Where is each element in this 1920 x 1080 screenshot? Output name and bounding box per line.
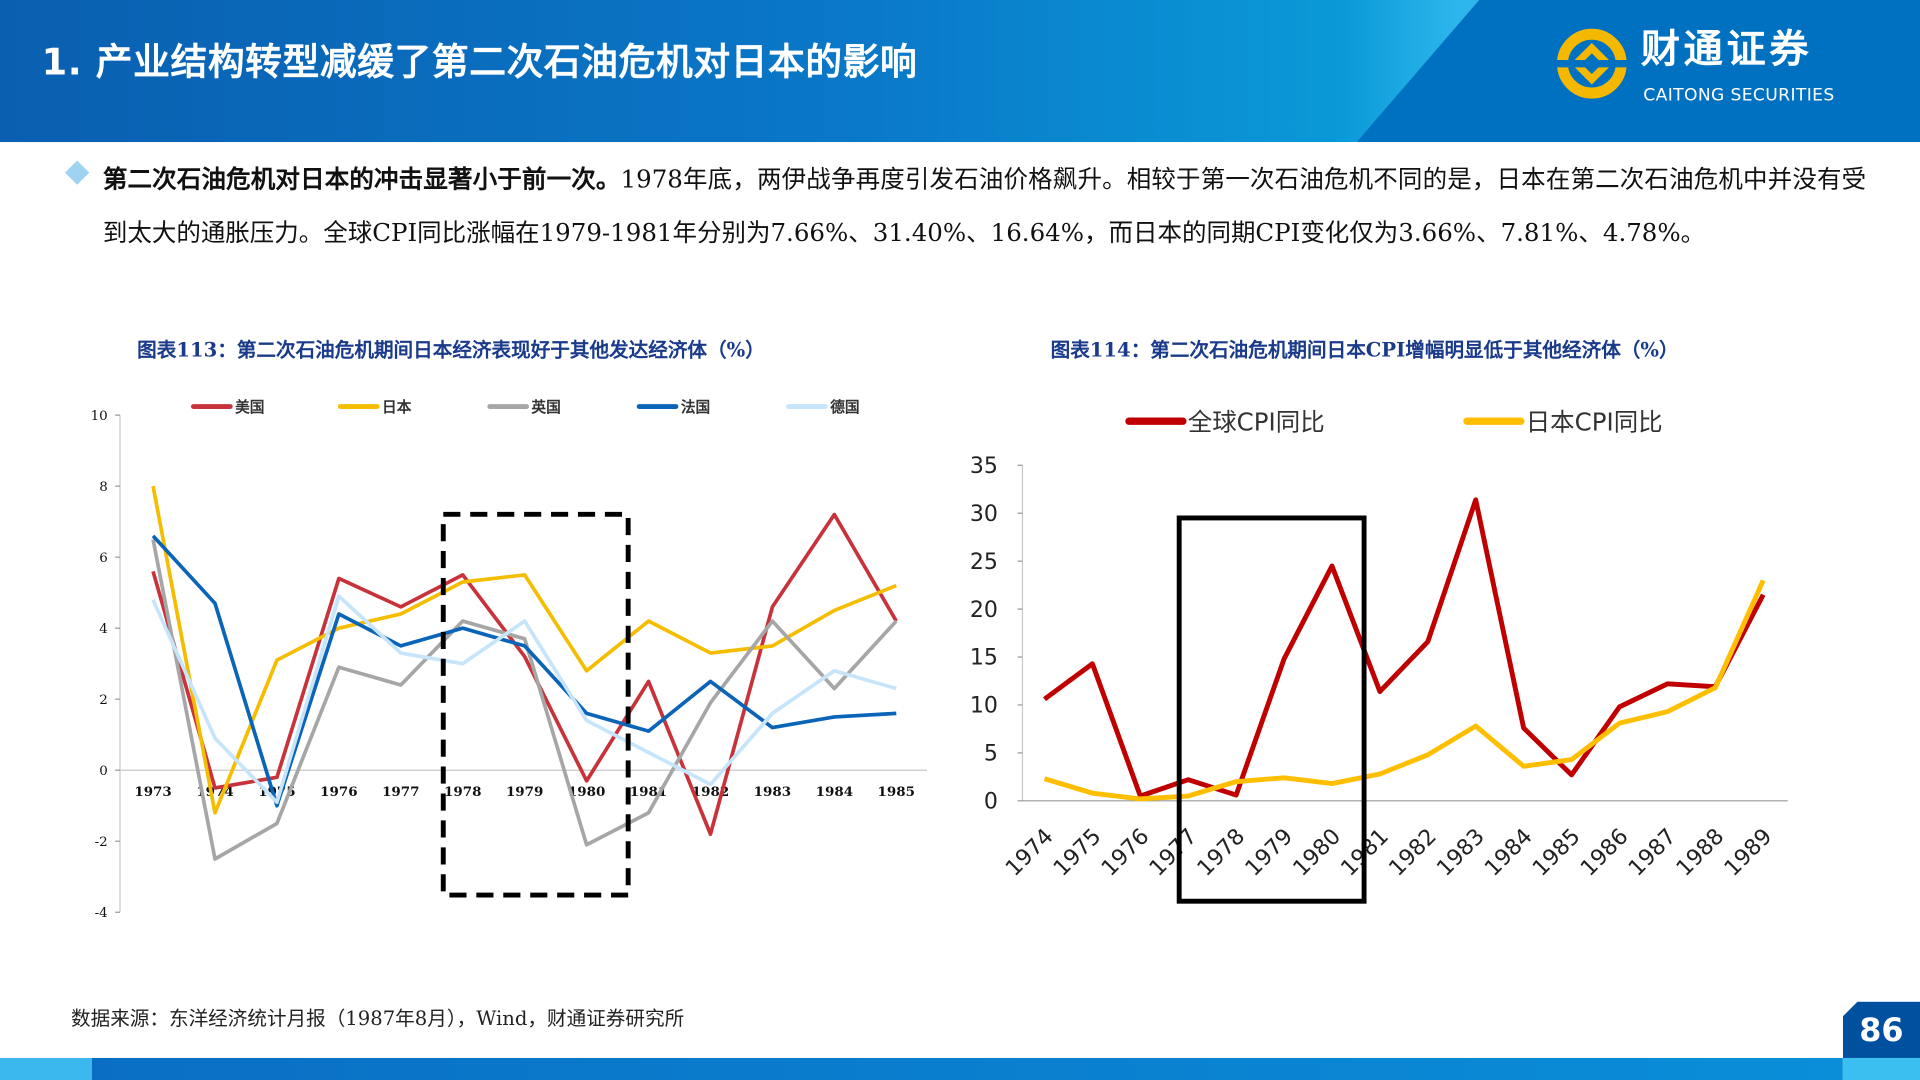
data-source: 数据来源：东洋经济统计月报（1987年8月），Wind，财通证券研究所 [71, 1006, 685, 1030]
x-tick-label: 1986 [1576, 824, 1633, 881]
footer-bar-right [1842, 1057, 1920, 1080]
footer-bar-left [0, 1057, 92, 1080]
summary-lead: 第二次石油危机对日本的冲击显著小于前一次。 [102, 164, 621, 194]
legend-label: 日本 [382, 398, 412, 416]
series-line-英国 [151, 539, 898, 861]
y-tick-label: 8 [99, 480, 108, 495]
x-tick-label: 1983 [1432, 824, 1489, 881]
chart-113-title: 图表113：第二次石油危机期间日本经济表现好于其他发达经济体（%） [137, 337, 765, 362]
series-line-美国 [151, 512, 898, 836]
x-tick-label: 1978 [444, 784, 481, 800]
x-tick-label: 1979 [1241, 824, 1298, 881]
y-tick-label: 4 [99, 622, 108, 637]
y-tick-label: -2 [95, 835, 108, 850]
page-number: 86 [1842, 1001, 1920, 1058]
x-tick-label: 1978 [1193, 824, 1250, 881]
chart-114-title: 图表114：第二次石油危机期间日本CPI增幅明显低于其他经济体（%） [1050, 337, 1679, 362]
x-tick-label: 1982 [1385, 824, 1442, 881]
y-tick-label: 25 [970, 550, 998, 575]
y-tick-label: 6 [99, 551, 108, 566]
caitong-logo-icon [1555, 28, 1634, 99]
x-tick-label: 1987 [1624, 824, 1681, 881]
x-tick-label: 1973 [134, 784, 171, 800]
x-tick-label: 1977 [382, 784, 419, 800]
x-tick-label: 1980 [568, 784, 605, 800]
series-line-日本CPI同比 [1043, 579, 1766, 802]
legend-label: 全球CPI同比 [1188, 408, 1325, 437]
legend-label: 德国 [830, 398, 859, 416]
x-tick-label: 1984 [816, 784, 853, 800]
x-tick-label: 1976 [1097, 824, 1154, 881]
x-tick-label: 1983 [754, 784, 791, 800]
y-tick-label: 15 [970, 646, 998, 671]
page-title: 1. 产业结构转型减缓了第二次石油危机对日本的影响 [41, 41, 918, 85]
y-tick-label: 5 [984, 742, 998, 767]
legend-label: 美国 [235, 398, 264, 416]
y-tick-label: -4 [95, 906, 108, 921]
y-tick-label: 10 [970, 694, 998, 719]
x-tick-label: 1976 [320, 784, 357, 800]
series-line-德国 [151, 594, 897, 805]
y-tick-label: 20 [970, 598, 998, 623]
x-tick-label: 1985 [1528, 824, 1585, 881]
y-tick-label: 30 [970, 502, 998, 527]
y-tick-label: 35 [970, 454, 998, 479]
x-tick-label: 1977 [1145, 824, 1202, 881]
logo-text-en: CAITONG SECURITIES [1643, 85, 1835, 106]
header-banner: 1. 产业结构转型减缓了第二次石油危机对日本的影响 财通证券 CAITONG S… [0, 0, 1920, 143]
x-tick-label: 1988 [1672, 824, 1729, 881]
x-tick-label: 1984 [1480, 824, 1537, 881]
x-tick-label: 1975 [1049, 824, 1106, 881]
x-tick-label: 1979 [506, 784, 543, 800]
summary-paragraph: 第二次石油危机对日本的冲击显著小于前一次。1978年底，两伊战争再度引发石油价格… [103, 152, 1866, 260]
y-tick-label: 0 [984, 790, 998, 815]
logo: 财通证券 CAITONG SECURITIES [1555, 27, 1861, 113]
series-line-法国 [151, 534, 897, 808]
y-tick-label: 2 [99, 693, 108, 708]
legend-label: 法国 [681, 398, 710, 416]
series-line-全球CPI同比 [1043, 497, 1766, 799]
highlight-box [1176, 515, 1367, 904]
x-tick-label: 1980 [1289, 824, 1346, 881]
legend-label: 日本CPI同比 [1526, 408, 1663, 437]
summary-text: 1978年底，两伊战争再度引发石油价格飙升。相较于第一次石油危机不同的是，日本在… [102, 164, 1867, 248]
highlight-box [440, 511, 631, 898]
series-line-日本 [151, 485, 897, 815]
x-tick-label: 1974 [1001, 824, 1058, 881]
legend-label: 英国 [531, 398, 560, 416]
y-tick-label: 10 [91, 409, 108, 424]
x-tick-label: 1985 [878, 784, 915, 800]
x-tick-label: 1989 [1720, 824, 1777, 881]
footer-bar [91, 1057, 1843, 1080]
y-tick-label: 0 [99, 764, 108, 779]
logo-text-cn: 财通证券 [1640, 25, 1813, 73]
